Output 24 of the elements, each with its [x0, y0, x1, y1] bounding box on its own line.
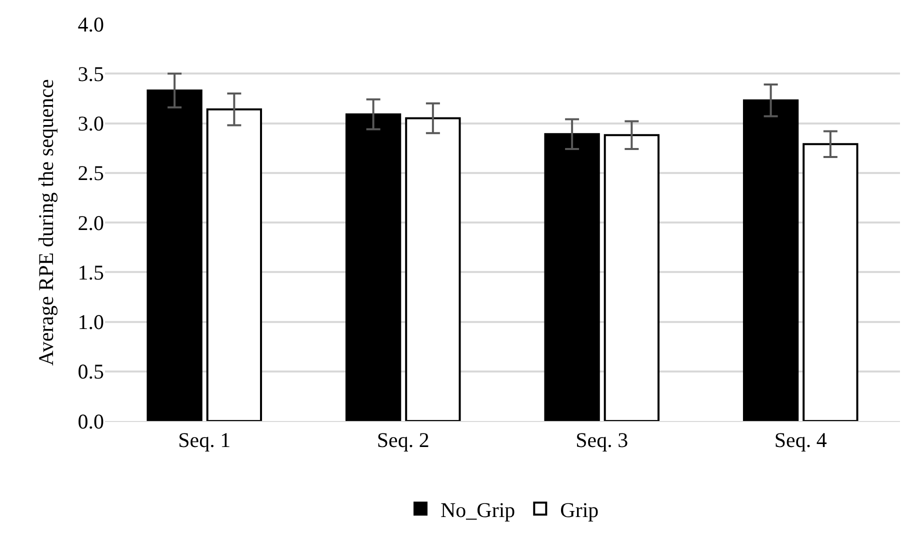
y-tick-label: 2.0 [78, 210, 104, 235]
x-tick-label: Seq. 2 [376, 428, 430, 452]
bar [544, 133, 600, 421]
bar [802, 143, 858, 421]
y-tick-label: 0.5 [78, 360, 104, 384]
legend-label: No_Grip [440, 498, 516, 522]
x-tick-label: Seq. 3 [576, 428, 628, 452]
y-tick-label: 4.0 [78, 12, 104, 36]
y-tick-label: 3.0 [78, 112, 104, 136]
bar [604, 134, 660, 421]
bar [405, 117, 461, 421]
y-axis-title: Average RPE during the sequence [34, 79, 58, 366]
bar [146, 90, 202, 421]
bar [742, 99, 799, 421]
y-tick-label: 2.5 [78, 161, 104, 186]
x-tick-label: Seq. 1 [178, 428, 231, 452]
y-tick-label: 1.5 [78, 260, 104, 284]
bar [345, 113, 402, 421]
legend-label: Grip [560, 498, 599, 522]
y-tick-label: 0.0 [78, 409, 104, 434]
y-tick-label: 3.5 [78, 62, 104, 86]
y-tick-label: 1.0 [78, 310, 104, 334]
bar [206, 108, 262, 421]
x-tick-label: Seq. 4 [774, 428, 828, 452]
